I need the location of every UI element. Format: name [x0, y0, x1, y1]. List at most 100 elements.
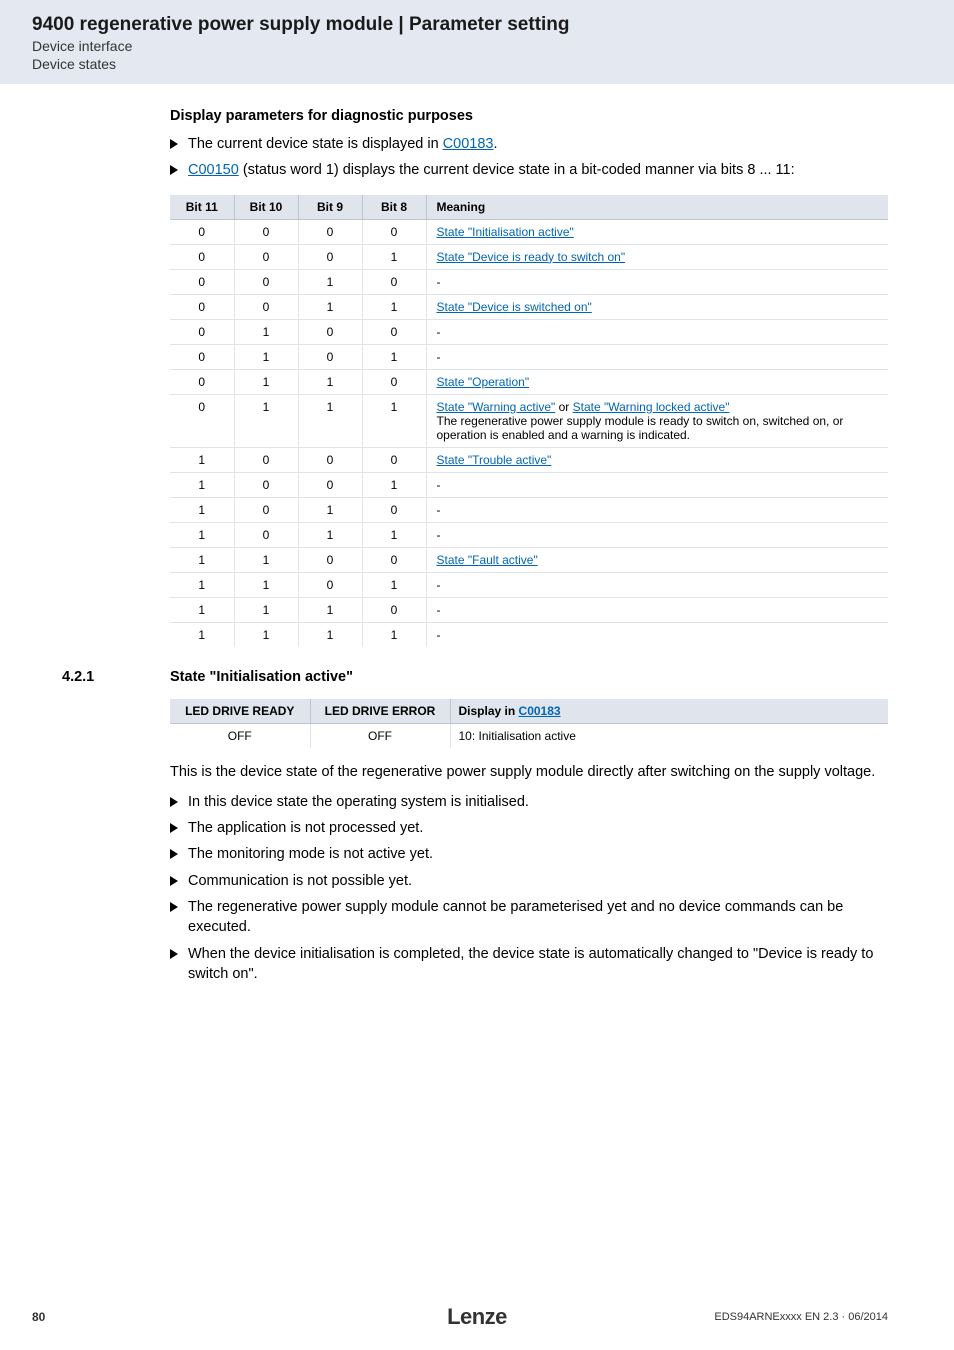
link-c00183-2[interactable]: C00183: [519, 704, 561, 718]
bit-cell: 0: [298, 572, 362, 597]
meaning-cell: State "Operation": [426, 369, 888, 394]
meaning-cell: -: [426, 472, 888, 497]
bit-cell: 0: [298, 344, 362, 369]
brand-logo: Lenze: [447, 1304, 507, 1330]
bit-cell: 0: [234, 472, 298, 497]
bit-cell: 0: [234, 447, 298, 472]
state-link[interactable]: State "Fault active": [437, 553, 538, 567]
page-number: 80: [32, 1310, 45, 1324]
detail-bullet: When the device initialisation is comple…: [170, 944, 888, 985]
bit-cell: 1: [170, 572, 234, 597]
bit-cell: 0: [298, 472, 362, 497]
th-bit10: Bit 10: [234, 195, 298, 220]
th-led-error: LED DRIVE ERROR: [310, 699, 450, 724]
bits-row: 1001-: [170, 472, 888, 497]
detail-bullet: Communication is not possible yet.: [170, 871, 888, 891]
th-led-display: Display in C00183: [450, 699, 888, 724]
bit-cell: 0: [170, 269, 234, 294]
footer: 80 Lenze EDS94ARNExxxx EN 2.3 · 06/2014: [0, 1310, 954, 1324]
bit-cell: 1: [298, 522, 362, 547]
bit-cell: 1: [298, 622, 362, 647]
bit-cell: 1: [234, 547, 298, 572]
meaning-extra: The regenerative power supply module is …: [437, 414, 844, 442]
bit-cell: 0: [170, 244, 234, 269]
th-meaning: Meaning: [426, 195, 888, 220]
meaning-cell: -: [426, 597, 888, 622]
detail-bullet: The application is not processed yet.: [170, 818, 888, 838]
bit-cell: 1: [298, 369, 362, 394]
meaning-cell: State "Warning active" or State "Warning…: [426, 394, 888, 447]
state-link[interactable]: State "Device is ready to switch on": [437, 250, 626, 264]
bit-cell: 0: [362, 447, 426, 472]
bit-cell: 1: [362, 294, 426, 319]
state-link[interactable]: State "Warning active": [437, 400, 556, 414]
detail-bullet: In this device state the operating syste…: [170, 792, 888, 812]
bit-cell: 1: [170, 547, 234, 572]
after-paragraph: This is the device state of the regenera…: [170, 762, 888, 782]
th-bit9: Bit 9: [298, 195, 362, 220]
meaning-cell: -: [426, 522, 888, 547]
bit-cell: 1: [298, 497, 362, 522]
bit-cell: 0: [234, 269, 298, 294]
link-c00150[interactable]: C00150: [188, 162, 239, 178]
bits-row: 1111-: [170, 622, 888, 647]
bit-cell: 1: [234, 622, 298, 647]
detail-bullet: The monitoring mode is not active yet.: [170, 844, 888, 864]
th-bit11: Bit 11: [170, 195, 234, 220]
bits-header-row: Bit 11 Bit 10 Bit 9 Bit 8 Meaning: [170, 195, 888, 220]
bit-cell: 0: [362, 319, 426, 344]
bullet1-pre: The current device state is displayed in: [188, 136, 443, 152]
bits-row: 0100-: [170, 319, 888, 344]
subtitle-1: Device interface: [32, 38, 954, 54]
meaning-cell: State "Trouble active": [426, 447, 888, 472]
th-led-ready: LED DRIVE READY: [170, 699, 310, 724]
bit-cell: 1: [170, 597, 234, 622]
bit-cell: 0: [170, 219, 234, 244]
state-link-2[interactable]: State "Warning locked active": [573, 400, 730, 414]
meaning-cell: -: [426, 319, 888, 344]
bit-cell: 0: [298, 244, 362, 269]
subtitle-2: Device states: [32, 56, 954, 72]
state-link[interactable]: State "Trouble active": [437, 453, 552, 467]
state-link[interactable]: State "Initialisation active": [437, 225, 574, 239]
bit-cell: 1: [298, 394, 362, 447]
bit-cell: 0: [298, 547, 362, 572]
bit-cell: 0: [170, 319, 234, 344]
bits-row: 1000State "Trouble active": [170, 447, 888, 472]
state-link[interactable]: State "Operation": [437, 375, 530, 389]
bit-cell: 1: [362, 472, 426, 497]
bits-row: 0101-: [170, 344, 888, 369]
bit-cell: 0: [170, 294, 234, 319]
bit-cell: 1: [234, 597, 298, 622]
bit-cell: 1: [298, 597, 362, 622]
bits-table: Bit 11 Bit 10 Bit 9 Bit 8 Meaning 0000St…: [170, 195, 888, 647]
bits-row: 0010-: [170, 269, 888, 294]
state-link[interactable]: State "Device is switched on": [437, 300, 592, 314]
intro-heading: Display parameters for diagnostic purpos…: [170, 108, 888, 124]
bit-cell: 0: [234, 294, 298, 319]
bit-cell: 0: [362, 269, 426, 294]
link-c00183[interactable]: C00183: [443, 136, 494, 152]
meaning-cell: State "Device is switched on": [426, 294, 888, 319]
bits-row: 1100State "Fault active": [170, 547, 888, 572]
bit-cell: 1: [234, 344, 298, 369]
bit-cell: 1: [362, 244, 426, 269]
meaning-cell: -: [426, 344, 888, 369]
bit-cell: 1: [234, 319, 298, 344]
meaning-cell: State "Device is ready to switch on": [426, 244, 888, 269]
bit-cell: 1: [362, 572, 426, 597]
th-bit8: Bit 8: [362, 195, 426, 220]
meaning-cell: State "Fault active": [426, 547, 888, 572]
bits-row: 0000State "Initialisation active": [170, 219, 888, 244]
bit-cell: 0: [234, 522, 298, 547]
page-title: 9400 regenerative power supply module | …: [32, 14, 954, 36]
bits-row: 1101-: [170, 572, 888, 597]
bits-row: 1010-: [170, 497, 888, 522]
bit-cell: 0: [170, 344, 234, 369]
bit-cell: 1: [170, 522, 234, 547]
bit-cell: 1: [362, 344, 426, 369]
led-ready-val: OFF: [170, 723, 310, 748]
meaning-cell: -: [426, 622, 888, 647]
bits-row: 1110-: [170, 597, 888, 622]
bit-cell: 1: [170, 472, 234, 497]
